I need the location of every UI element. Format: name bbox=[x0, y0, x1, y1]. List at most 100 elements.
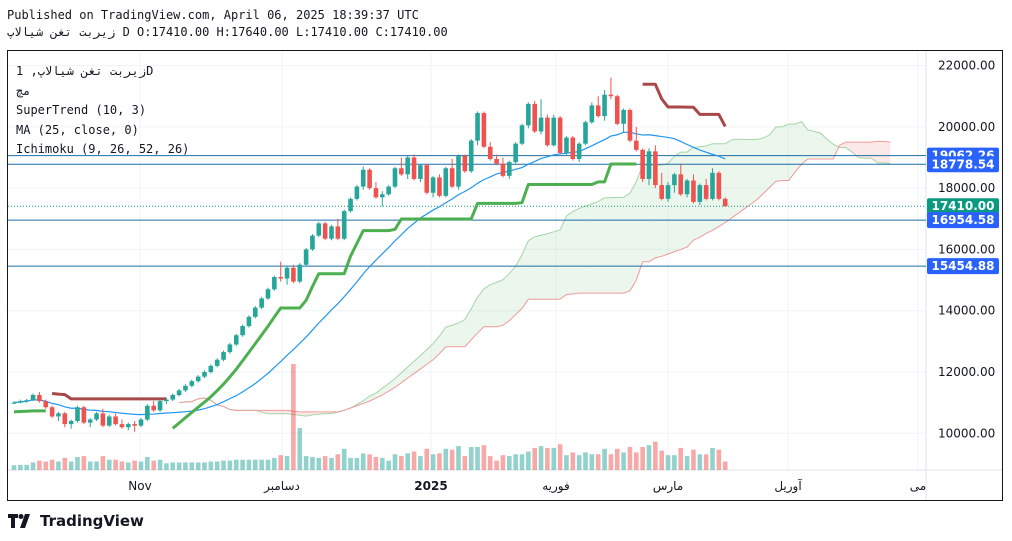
legend-supertrend[interactable]: SuperTrend (10, 3) bbox=[16, 103, 147, 118]
candle bbox=[678, 163, 684, 196]
price-tick-label: 20000.00 bbox=[938, 120, 995, 134]
candle bbox=[602, 90, 607, 121]
candle bbox=[233, 333, 239, 346]
candle bbox=[456, 154, 461, 190]
candle bbox=[697, 183, 703, 205]
candle bbox=[11, 401, 17, 405]
legend-ichimoku[interactable]: Ichimoku (9, 26, 52, 26) bbox=[16, 142, 190, 157]
volume-bar bbox=[373, 457, 379, 470]
candle bbox=[265, 287, 271, 300]
cloud-segment bbox=[591, 201, 599, 294]
candle bbox=[75, 405, 80, 423]
volume-bar bbox=[272, 457, 277, 470]
volume-bar bbox=[507, 456, 512, 470]
legend-ma[interactable]: MA (25, close, 0) bbox=[16, 122, 139, 137]
volume-bar bbox=[202, 462, 207, 470]
chart-frame[interactable] bbox=[7, 50, 1003, 501]
ma-line bbox=[13, 131, 726, 416]
candle bbox=[424, 163, 430, 195]
volume-bar bbox=[157, 459, 163, 470]
cloud-segment bbox=[572, 208, 580, 294]
volume-bar bbox=[259, 459, 264, 470]
cloud-segment bbox=[547, 231, 554, 300]
cloud-segment bbox=[737, 139, 745, 214]
candle bbox=[43, 399, 49, 409]
candle bbox=[176, 388, 182, 397]
candle bbox=[113, 413, 118, 426]
candle bbox=[665, 182, 671, 202]
candle bbox=[691, 174, 696, 204]
candle bbox=[18, 399, 23, 404]
price-badge: 18778.54 bbox=[927, 156, 999, 173]
cloud-segment bbox=[477, 288, 484, 333]
candle bbox=[595, 96, 601, 118]
candle bbox=[303, 247, 309, 267]
cloud-segment bbox=[776, 126, 783, 182]
volume-bar bbox=[341, 448, 347, 470]
volume-bar bbox=[487, 456, 493, 470]
candle bbox=[449, 159, 455, 189]
tradingview-logo[interactable]: TradingView bbox=[8, 511, 144, 531]
volume-bar bbox=[399, 456, 404, 470]
volume-bar bbox=[665, 455, 671, 470]
volume-bar bbox=[437, 453, 442, 470]
volume-bar bbox=[449, 449, 455, 470]
volume-bar bbox=[443, 448, 449, 470]
candle bbox=[634, 126, 639, 152]
cloud-segment bbox=[795, 121, 802, 173]
candle bbox=[583, 120, 588, 146]
volume-bar bbox=[322, 456, 328, 470]
candle bbox=[68, 419, 74, 429]
candle bbox=[24, 398, 29, 403]
cloud-segment bbox=[649, 165, 656, 262]
cloud-segment bbox=[687, 147, 694, 248]
candle bbox=[126, 422, 131, 431]
candle bbox=[227, 342, 233, 354]
volume-bar bbox=[614, 448, 620, 470]
volume-bar bbox=[360, 453, 366, 470]
candle bbox=[316, 221, 322, 238]
candle bbox=[164, 398, 169, 405]
volume-bar bbox=[138, 461, 144, 470]
cloud-segment bbox=[502, 273, 510, 326]
candle bbox=[716, 171, 722, 201]
candle bbox=[557, 116, 563, 155]
volume-bar bbox=[557, 444, 563, 470]
candle bbox=[145, 404, 150, 422]
candle bbox=[195, 375, 201, 383]
candle bbox=[373, 182, 379, 199]
candle bbox=[532, 100, 537, 133]
volume-bar bbox=[265, 459, 271, 470]
time-tick-label: 2025 bbox=[414, 479, 447, 493]
volume-bar bbox=[475, 447, 480, 470]
volume-bar bbox=[132, 460, 137, 470]
cloud-segment bbox=[610, 197, 618, 294]
volume-bar bbox=[418, 456, 423, 470]
volume-bar bbox=[94, 461, 99, 470]
candle bbox=[513, 142, 518, 164]
volume-bar bbox=[145, 457, 150, 470]
cloud-segment bbox=[369, 393, 376, 402]
ohlc-line: زیربت تغن شیالاپ D O:17410.00 H:17640.00… bbox=[7, 25, 448, 39]
cloud-segment bbox=[883, 141, 891, 164]
candle bbox=[49, 405, 55, 418]
volume-bar bbox=[11, 465, 17, 470]
candle bbox=[538, 99, 544, 135]
candle bbox=[335, 218, 341, 241]
cloud-segment bbox=[509, 266, 516, 321]
candle bbox=[322, 221, 328, 241]
candle bbox=[621, 108, 626, 133]
cloud-segment bbox=[458, 319, 465, 347]
supertrend-down-segment bbox=[51, 391, 167, 401]
candle bbox=[564, 136, 569, 156]
candle bbox=[367, 168, 372, 190]
volume-bar bbox=[316, 457, 322, 470]
volume-bar bbox=[164, 463, 169, 470]
volume-bar bbox=[81, 456, 87, 470]
volume-bar bbox=[253, 459, 258, 470]
candle bbox=[411, 154, 417, 181]
volume-bar bbox=[348, 457, 353, 470]
volume-bar bbox=[37, 460, 42, 470]
